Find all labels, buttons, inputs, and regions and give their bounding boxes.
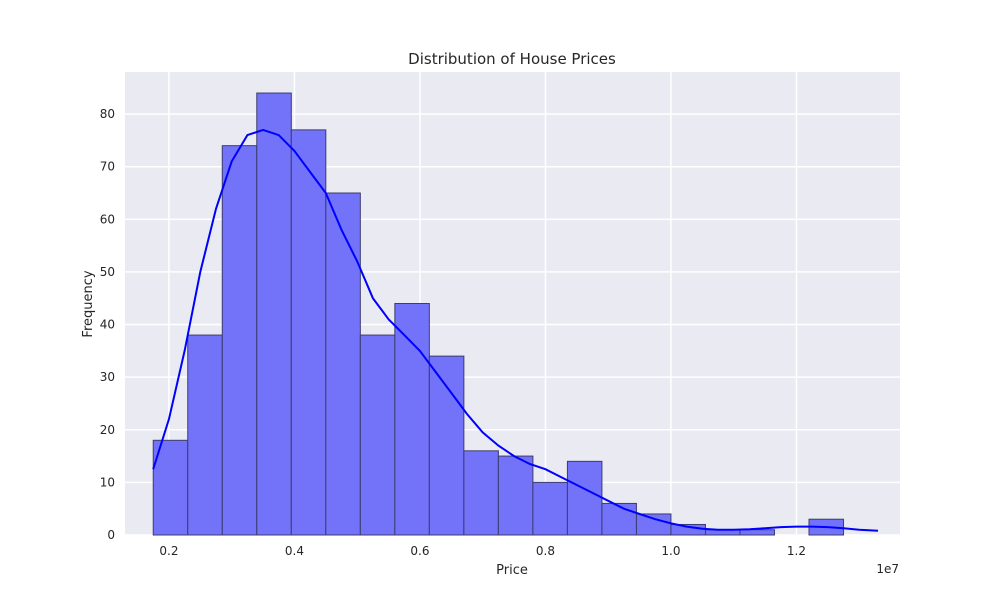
- x-tick-label: 1.2: [787, 544, 806, 558]
- x-axis-label: Price: [496, 563, 528, 578]
- chart-title: Distribution of House Prices: [408, 50, 616, 68]
- histogram-bar: [325, 192, 361, 536]
- x-tick-label: 0.4: [285, 544, 304, 558]
- x-tick-label: 0.6: [410, 544, 429, 558]
- y-axis-ticks: 0 10 20 30 40 50 60 70 80: [100, 107, 115, 542]
- kde-curve: [152, 128, 879, 532]
- histogram-bar: [601, 502, 637, 536]
- histogram-bar: [635, 513, 672, 536]
- y-tick-label: 70: [100, 160, 115, 174]
- y-tick-label: 40: [100, 318, 115, 332]
- x-tick-label: 0.2: [159, 544, 178, 558]
- histogram-bars: [152, 92, 845, 536]
- histogram-bar: [428, 355, 465, 536]
- histogram-bar: [256, 92, 292, 536]
- histogram-bar: [290, 129, 327, 536]
- histogram-bar: [463, 450, 499, 536]
- histogram-bar: [394, 303, 430, 536]
- y-tick-label: 60: [100, 212, 115, 226]
- histogram-bar: [739, 529, 775, 536]
- x-axis-offset-label: 1e7: [876, 562, 899, 576]
- y-tick-label: 0: [107, 528, 115, 542]
- y-axis-label: Frequency: [81, 270, 96, 337]
- y-tick-label: 10: [100, 475, 115, 489]
- y-tick-label: 50: [100, 265, 115, 279]
- y-tick-label: 20: [100, 423, 115, 437]
- histogram-bar: [566, 460, 603, 536]
- histogram-bar: [497, 455, 534, 536]
- histogram-bar: [359, 334, 396, 536]
- x-tick-label: 0.8: [536, 544, 555, 558]
- y-tick-label: 30: [100, 370, 115, 384]
- y-tick-label: 80: [100, 107, 115, 121]
- x-axis-ticks: 0.2 0.4 0.6 0.8 1.0 1.2: [159, 544, 806, 558]
- histogram-bar: [532, 481, 568, 536]
- histogram-bar: [221, 145, 258, 536]
- histogram-bar: [187, 334, 223, 536]
- x-tick-label: 1.0: [661, 544, 680, 558]
